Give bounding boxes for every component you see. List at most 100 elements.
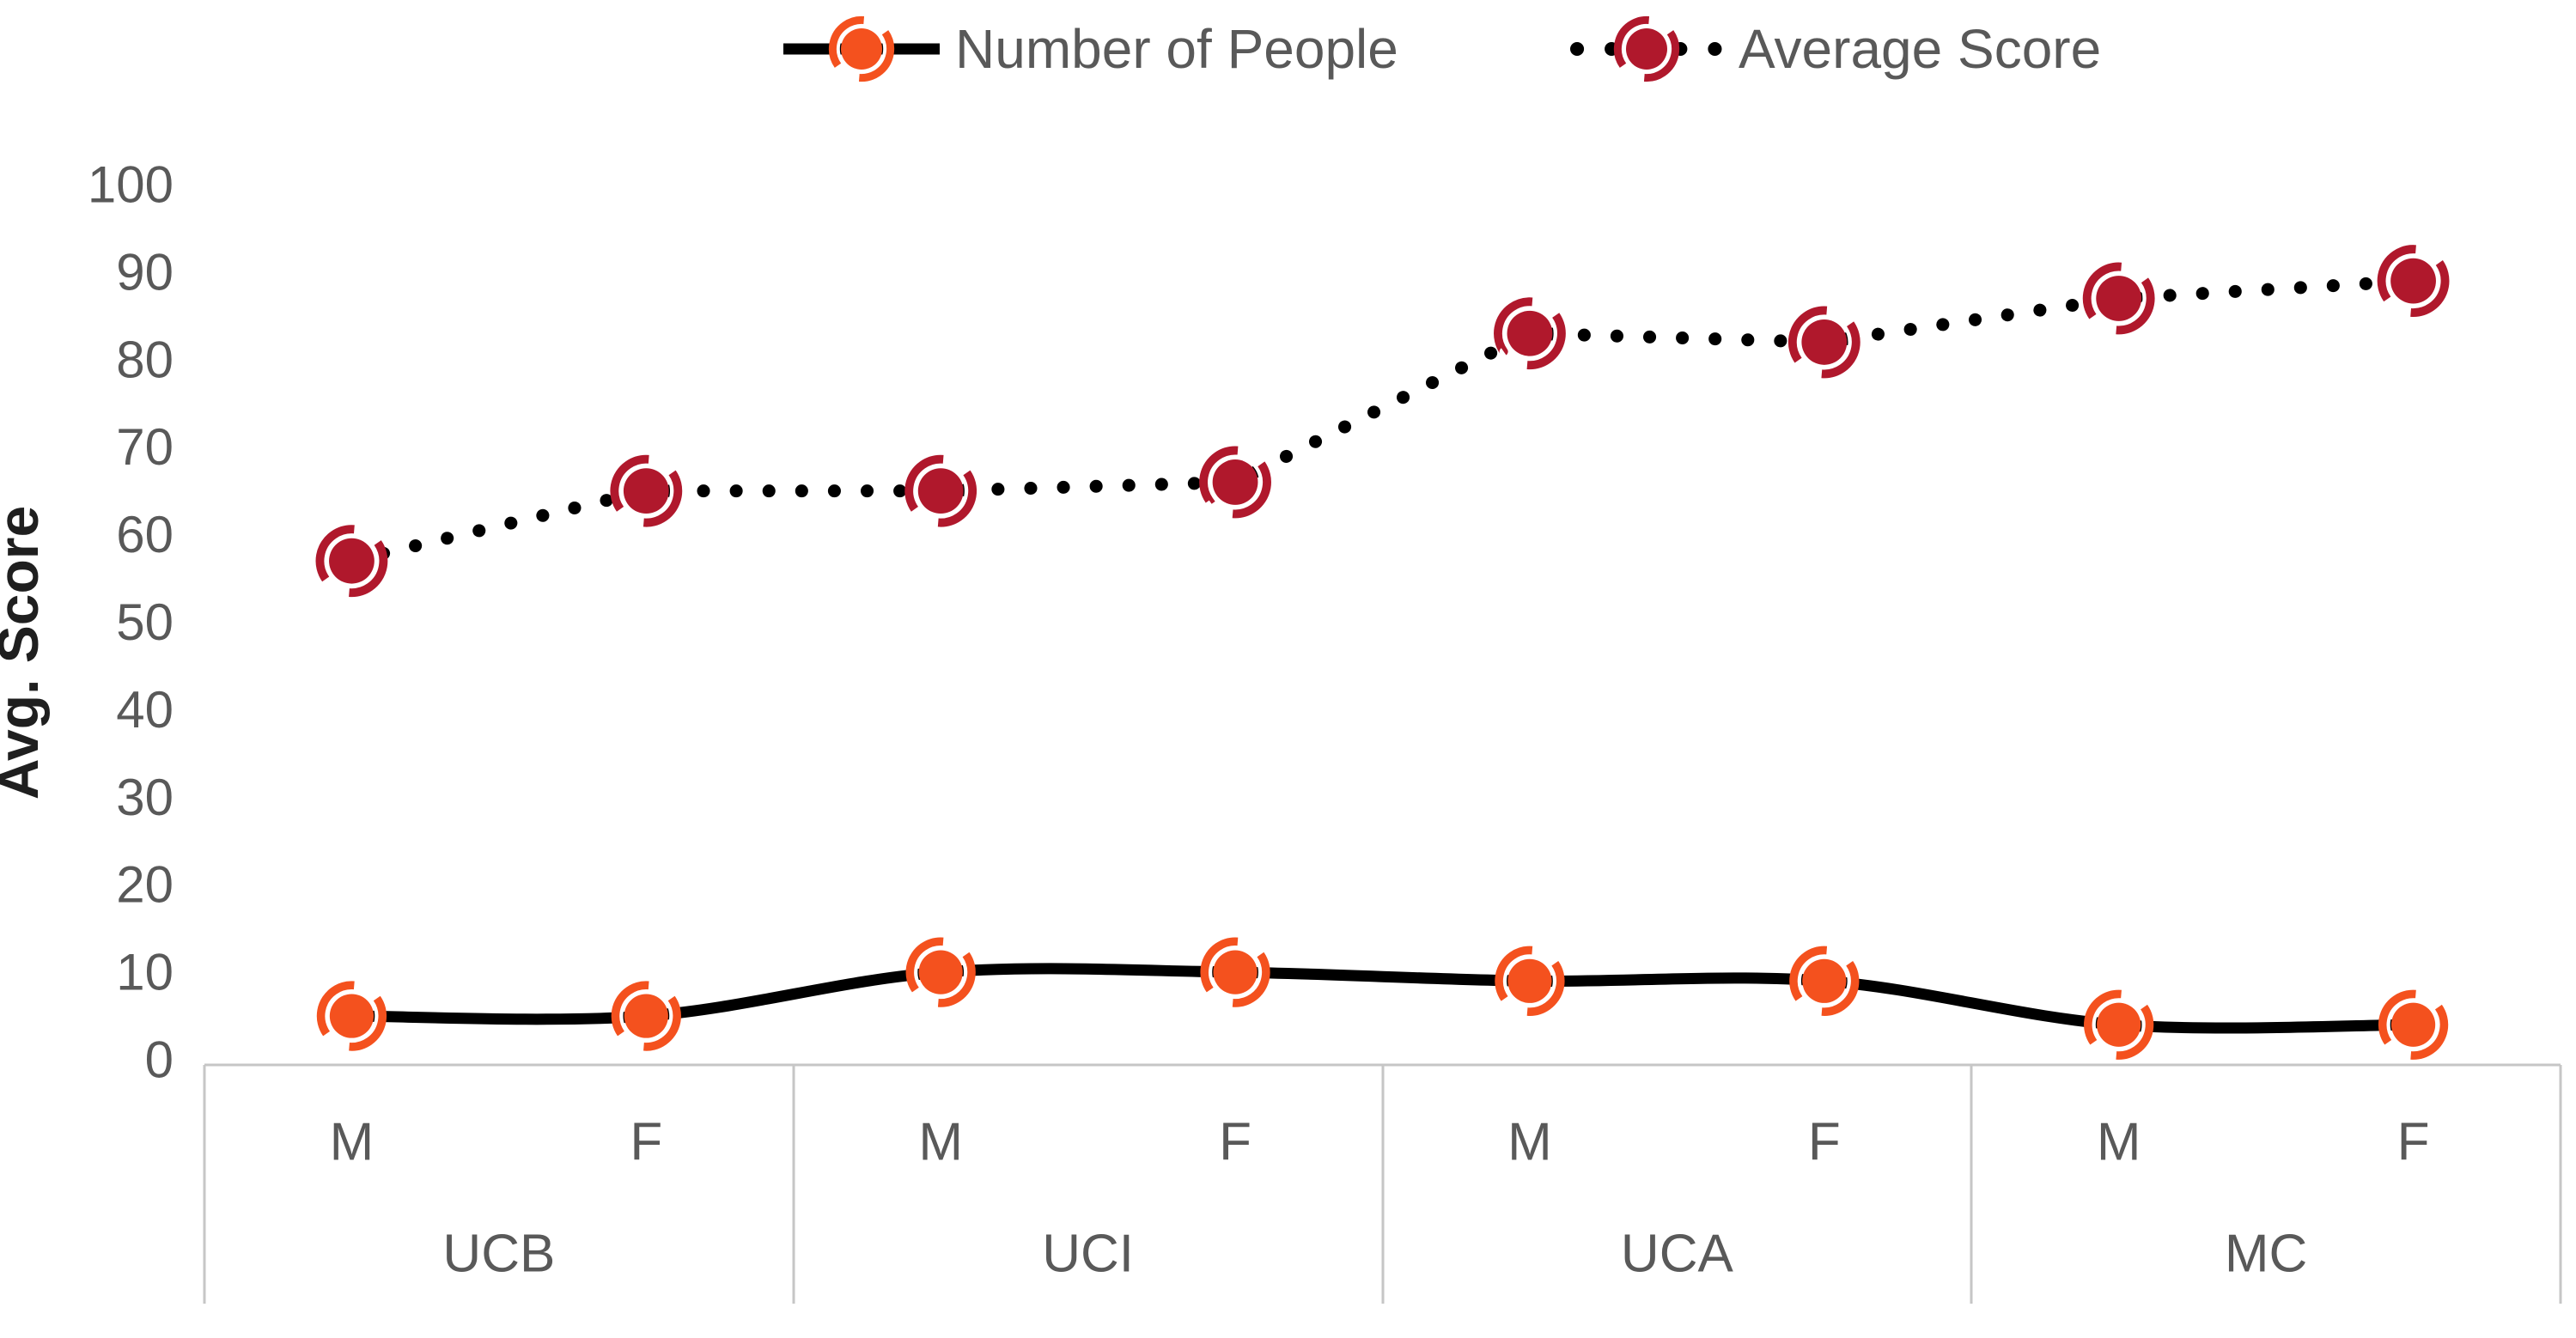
number-of-people-marker-disc <box>329 994 375 1038</box>
y-axis-title: Avg. Score <box>0 506 50 800</box>
number-of-people-marker-disc <box>2097 1002 2141 1047</box>
number-of-people-marker <box>905 937 976 1007</box>
legend-marker-average-score-glyph <box>1613 15 1680 82</box>
y-tick-labels: 0 10 20 30 40 50 60 70 80 90 100 <box>88 156 174 1089</box>
average-score-marker <box>2377 245 2450 317</box>
number-of-people-marker <box>2084 989 2154 1060</box>
number-of-people-marker <box>316 981 387 1051</box>
number-of-people-marker-gap-ring <box>2089 995 2148 1055</box>
average-score-marker-gap-ring <box>910 460 971 521</box>
y-tick-label: 50 <box>116 593 174 651</box>
subcategory-label: M <box>1507 1113 1552 1172</box>
subcategory-label: M <box>330 1113 375 1172</box>
legend-label-average-score: Average Score <box>1739 18 2101 80</box>
average-score-marker-disc <box>329 538 375 584</box>
average-score-marker-disc <box>2390 258 2436 304</box>
average-score-marker-gap-ring <box>1793 312 1854 373</box>
average-score-marker-outer-ring <box>1494 297 1566 370</box>
number-of-people-marker-outer-ring <box>905 937 976 1007</box>
y-tick-label: 40 <box>116 681 174 739</box>
subcategory-label: F <box>1808 1113 1841 1172</box>
average-score-marker <box>610 454 683 527</box>
number-of-people-marker-disc <box>1507 958 1552 1003</box>
number-of-people-marker-gap-ring <box>1501 952 1559 1011</box>
average-score-marker <box>1199 446 1271 519</box>
average-score-marker-outer-ring <box>315 525 388 598</box>
average-score-marker-outer-ring <box>1787 306 1860 379</box>
number-of-people-marker-gap-ring <box>911 943 971 1002</box>
average-score-marker-gap-ring <box>616 460 677 521</box>
legend-marker-number-of-people-glyph <box>828 15 895 82</box>
legend: Number of People Average Score <box>783 15 2101 82</box>
average-score-marker <box>904 454 977 527</box>
average-score-marker-outer-ring <box>2377 245 2450 317</box>
number-of-people-marker-disc <box>918 950 963 994</box>
y-tick-label: 0 <box>145 1031 174 1089</box>
y-tick-label: 70 <box>116 418 174 476</box>
number-of-people-marker-outer-ring <box>611 981 681 1051</box>
number-of-people-marker <box>1200 937 1270 1007</box>
average-score-marker-disc <box>1801 319 1848 365</box>
group-label: MC <box>2225 1225 2307 1284</box>
number-of-people-marker-outer-ring <box>1495 946 1565 1016</box>
y-tick-label: 60 <box>116 506 174 563</box>
average-score-marker-gap-ring <box>2088 268 2149 329</box>
average-score-marker <box>2082 262 2155 335</box>
number-of-people-marker-disc <box>624 994 668 1038</box>
average-score-marker <box>315 525 388 598</box>
y-tick-label: 80 <box>116 331 174 388</box>
number-of-people-marker-gap-ring <box>1794 952 1854 1011</box>
legend-marker-number-of-people-glyph-disc <box>841 28 882 70</box>
group-label: UCB <box>442 1225 555 1284</box>
average-score-marker-gap-ring <box>1205 452 1266 513</box>
legend-marker-average-score-glyph-gap-ring <box>1619 21 1674 76</box>
group-label: UCI <box>1042 1225 1134 1284</box>
subcategory-label: F <box>2397 1113 2430 1172</box>
number-of-people-marker-disc <box>1802 958 1847 1003</box>
y-tick-label: 100 <box>88 156 174 214</box>
y-tick-label: 90 <box>116 243 174 301</box>
average-score-marker-outer-ring <box>1199 446 1271 519</box>
average-score-marker <box>1494 297 1566 370</box>
average-score-marker-disc <box>1212 459 1258 505</box>
number-of-people-marker-gap-ring <box>1206 943 1264 1002</box>
legend-marker-number-of-people <box>828 15 895 82</box>
y-tick-label: 10 <box>116 944 174 1001</box>
number-of-people-marker-outer-ring <box>2378 989 2449 1060</box>
plot-series <box>315 245 2450 1060</box>
subcategory-label: M <box>918 1113 963 1172</box>
number-of-people-marker <box>1789 946 1860 1016</box>
number-of-people-marker-outer-ring <box>1789 946 1860 1016</box>
number-of-people-marker-outer-ring <box>1200 937 1270 1007</box>
number-of-people-marker-outer-ring <box>2084 989 2154 1060</box>
number-of-people-marker-gap-ring <box>617 987 676 1045</box>
number-of-people-line <box>345 963 2420 1034</box>
average-score-line <box>344 274 2421 568</box>
number-of-people-marker-gap-ring <box>322 987 381 1045</box>
number-of-people-marker <box>2378 989 2449 1060</box>
average-score-marker-gap-ring <box>321 531 382 592</box>
legend-marker-number-of-people-glyph-outer-ring <box>828 15 895 82</box>
subcategory-label: F <box>630 1113 662 1172</box>
category-axis-band: M F M F M F M F UCB UCI UCA MC <box>203 1063 2562 1304</box>
legend-marker-average-score-glyph-disc <box>1626 28 1667 70</box>
number-of-people-marker <box>611 981 681 1051</box>
average-score-marker-outer-ring <box>904 454 977 527</box>
subcategory-label: F <box>1219 1113 1251 1172</box>
average-score-marker <box>1787 306 1860 379</box>
legend-marker-number-of-people-glyph-gap-ring <box>834 21 889 76</box>
legend-marker-average-score <box>1613 15 1680 82</box>
subcategory-label: M <box>2097 1113 2141 1172</box>
number-of-people-marker-outer-ring <box>316 981 387 1051</box>
legend-label-number-of-people: Number of People <box>955 18 1398 80</box>
number-of-people-marker <box>1495 946 1565 1016</box>
y-tick-label: 20 <box>116 856 174 914</box>
average-score-marker-disc <box>1507 310 1553 356</box>
number-of-people-marker-gap-ring <box>2384 995 2443 1055</box>
group-label: UCA <box>1621 1225 1734 1284</box>
average-score-marker-gap-ring <box>1499 303 1560 364</box>
number-of-people-marker-disc <box>1213 950 1258 994</box>
